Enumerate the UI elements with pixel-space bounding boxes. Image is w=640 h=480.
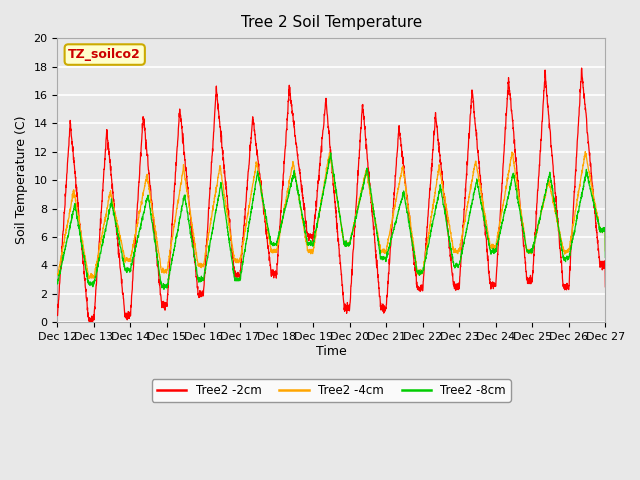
X-axis label: Time: Time	[316, 345, 347, 358]
Text: TZ_soilco2: TZ_soilco2	[68, 48, 141, 61]
Y-axis label: Soil Temperature (C): Soil Temperature (C)	[15, 116, 28, 244]
Legend: Tree2 -2cm, Tree2 -4cm, Tree2 -8cm: Tree2 -2cm, Tree2 -4cm, Tree2 -8cm	[152, 379, 511, 402]
Title: Tree 2 Soil Temperature: Tree 2 Soil Temperature	[241, 15, 422, 30]
